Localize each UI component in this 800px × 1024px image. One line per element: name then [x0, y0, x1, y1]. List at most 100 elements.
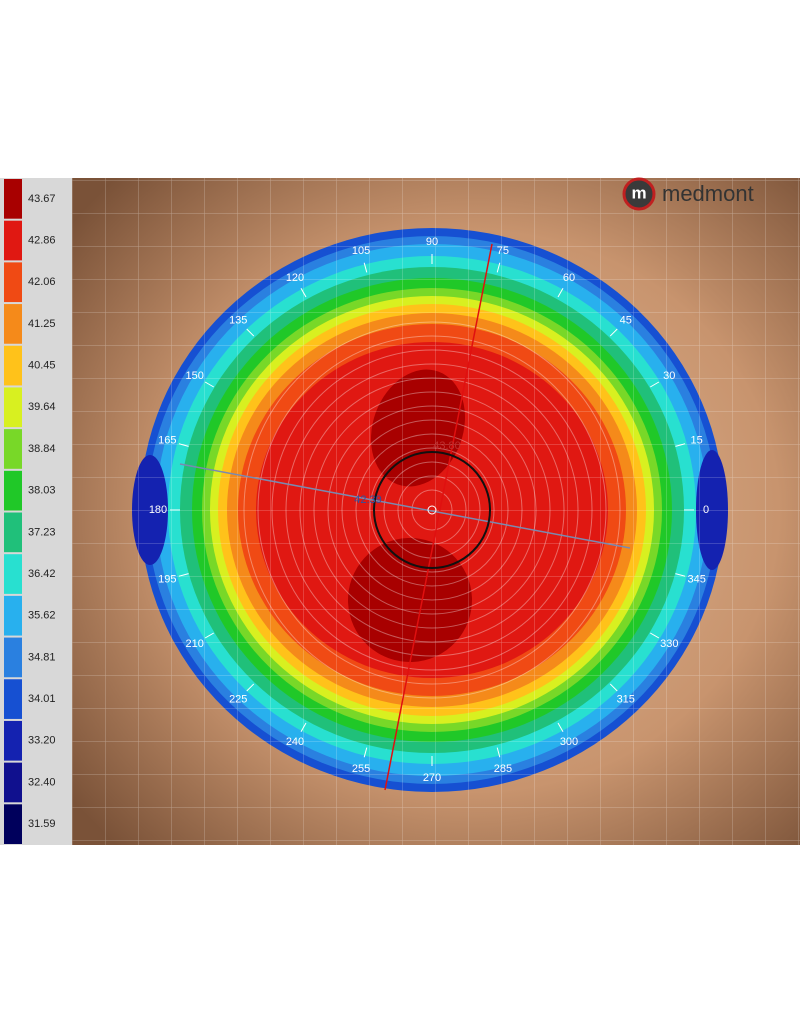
scale-swatch [4, 637, 22, 678]
scale-label: 35.62 [28, 610, 56, 622]
angle-label: 75 [497, 245, 509, 257]
scale-label: 37.23 [28, 526, 56, 538]
angle-label: 330 [660, 638, 678, 650]
angle-tick [496, 262, 501, 273]
angle-tick [609, 328, 618, 337]
logo-badge [622, 177, 656, 211]
steep-axis [384, 243, 493, 791]
map-area: 42.39 43.80 0 15 30 45 60 75 90 105 120 135 150 165 18… [72, 178, 800, 845]
scale-label: 32.40 [28, 776, 56, 788]
scale-label: 43.67 [28, 193, 56, 205]
color-scale: 43.67 42.86 42.06 41.25 40.45 39.64 38.84 38.03… [4, 179, 56, 844]
scale-swatch [4, 804, 22, 844]
scale-label: 31.59 [28, 818, 56, 830]
angle-tick [204, 381, 215, 388]
scale-swatch [4, 304, 22, 344]
pupil [373, 451, 491, 569]
scale-swatch [4, 595, 22, 636]
ring [243, 321, 621, 699]
angle-tick [246, 683, 255, 692]
ring [397, 475, 467, 545]
ring [271, 349, 593, 671]
scale-swatch [4, 762, 22, 803]
angle-tick [649, 632, 660, 639]
ring [327, 405, 537, 615]
flat-reading: 42.39 [354, 494, 382, 506]
brand-logo: m medmont [622, 177, 754, 211]
angle-label: 240 [286, 736, 304, 748]
scale-label: 33.20 [28, 735, 56, 747]
scale-swatch [4, 262, 22, 303]
angle-label: 120 [286, 272, 304, 284]
scale-swatch [4, 679, 22, 719]
center [427, 505, 437, 515]
angle-tick [178, 573, 189, 577]
angle-label: 315 [617, 693, 635, 705]
steep-reading: 43.80 [433, 440, 461, 452]
angle-label: 180 [149, 504, 167, 516]
angle-tick [246, 328, 255, 337]
angle-label: 105 [352, 245, 370, 257]
angle-label: 255 [352, 763, 370, 775]
angle-label: 15 [691, 435, 703, 447]
angle-label: 150 [186, 370, 204, 382]
angle-label: 210 [186, 638, 204, 650]
angle-tick [609, 683, 618, 692]
angle-tick [675, 443, 686, 447]
angle-tick [300, 288, 307, 298]
scale-label: 41.25 [28, 318, 56, 330]
scale-swatch [4, 345, 22, 386]
scale-label: 38.03 [28, 485, 56, 497]
angle-tick [204, 632, 215, 639]
angle-tick [300, 722, 307, 732]
angle-label: 300 [560, 736, 578, 748]
scale-swatch [4, 720, 22, 761]
angle-tick [649, 381, 660, 388]
angle-tick [557, 288, 564, 298]
angle-label: 225 [229, 693, 247, 705]
ring [369, 447, 495, 573]
scale-label: 42.86 [28, 234, 56, 246]
scale-label: 38.84 [28, 443, 56, 455]
scale-swatch [4, 220, 22, 261]
angle-tick [496, 747, 501, 758]
angle-label: 345 [687, 573, 705, 585]
angle-label: 0 [703, 504, 709, 516]
angle-label: 270 [423, 772, 441, 784]
ring [285, 363, 579, 657]
angle-label: 135 [229, 314, 247, 326]
scale-swatch [4, 387, 22, 428]
angle-tick [557, 722, 564, 732]
angle-tick [675, 573, 686, 577]
ring [257, 335, 607, 685]
scale-swatch [4, 470, 22, 511]
scale-label: 40.45 [28, 360, 56, 372]
angle-label: 60 [563, 272, 575, 284]
scale-label: 34.81 [28, 651, 56, 663]
angle-label: 165 [158, 435, 176, 447]
angle-label: 45 [620, 314, 632, 326]
scale-swatch [4, 429, 22, 469]
ring [355, 433, 509, 587]
overlay: 42.39 43.80 0 15 30 45 60 75 90 105 120 135 150 165 18… [149, 236, 709, 791]
ring [313, 391, 551, 629]
scale-swatch [4, 512, 22, 553]
scale-label: 39.64 [28, 401, 56, 413]
angle-tick [178, 443, 189, 447]
scale-label: 42.06 [28, 276, 56, 288]
scale-swatch [4, 554, 22, 594]
logo-letter: m [631, 183, 646, 202]
angle-tick [363, 747, 368, 758]
brand-name: medmont [662, 181, 754, 206]
ring [411, 489, 453, 531]
flat-axis [179, 463, 631, 549]
scale-label: 36.42 [28, 568, 56, 580]
scale-label: 34.01 [28, 693, 56, 705]
scale-swatch [4, 179, 22, 219]
angle-label: 90 [426, 236, 438, 248]
ring [383, 461, 481, 559]
ring [341, 419, 523, 601]
ring [299, 377, 565, 643]
angle-label: 285 [494, 763, 512, 775]
